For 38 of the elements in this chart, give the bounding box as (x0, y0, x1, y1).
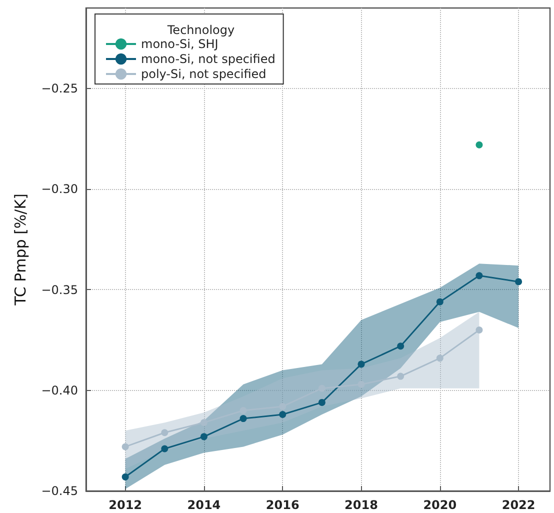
y-tick-label: −0.30 (41, 182, 78, 196)
y-tick-label: −0.40 (41, 383, 78, 398)
point (279, 402, 286, 410)
point (279, 411, 286, 418)
point (515, 278, 522, 286)
point (358, 380, 365, 388)
point (476, 272, 483, 280)
point (476, 326, 483, 334)
x-tick-label: 2012 (108, 498, 142, 512)
x-tick-label: 2020 (423, 498, 457, 512)
point (397, 342, 404, 350)
legend-label: mono-Si, not specified (141, 52, 276, 66)
point (122, 443, 129, 450)
point (200, 433, 208, 440)
legend-label: poly-Si, not specified (141, 67, 266, 81)
point (397, 372, 404, 380)
point (240, 407, 247, 414)
point (161, 429, 168, 436)
y-tick-label: −0.45 (41, 484, 78, 498)
legend-title: Technology (166, 23, 235, 37)
point (161, 445, 168, 452)
point (476, 141, 483, 148)
legend-label: mono-Si, SHJ (141, 37, 218, 51)
x-tick-label: 2018 (344, 498, 378, 512)
point (200, 419, 208, 426)
y-axis-title: TC Pmpp [%/K] (12, 194, 30, 306)
point (122, 473, 129, 480)
point (318, 384, 326, 392)
point (436, 354, 444, 362)
x-tick-label: 2016 (266, 498, 300, 512)
point (240, 415, 247, 422)
x-tick-label: 2014 (187, 498, 221, 512)
point (436, 298, 444, 306)
x-tick-label: 2022 (502, 498, 536, 512)
y-tick-label: −0.35 (41, 282, 78, 297)
point (318, 398, 326, 406)
y-tick-label: −0.25 (41, 82, 78, 96)
point (358, 360, 365, 368)
